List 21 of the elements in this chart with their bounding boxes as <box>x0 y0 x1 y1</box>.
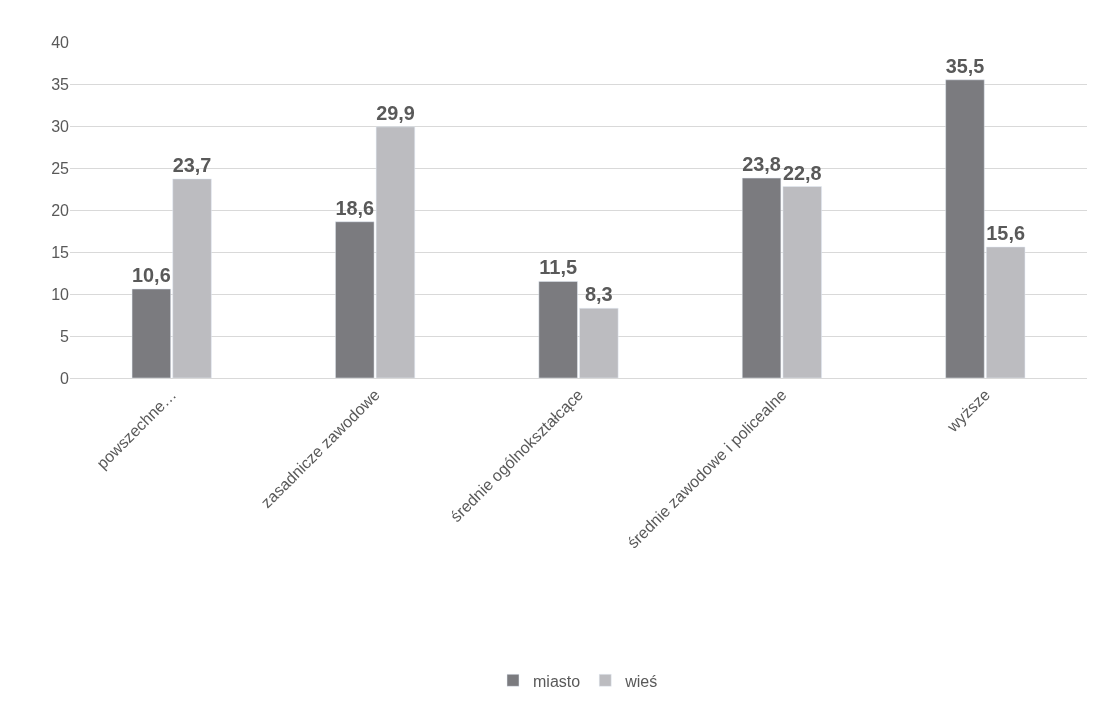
data-label: 23,8 <box>742 153 781 176</box>
data-label: 23,7 <box>172 153 212 176</box>
y-tick-label: 20 <box>51 201 70 219</box>
y-tick-label: 30 <box>51 117 70 135</box>
data-label: 18,6 <box>335 196 375 219</box>
data-label: 11,5 <box>539 256 578 279</box>
legend-label: miasto <box>533 672 581 690</box>
y-tick-label: 15 <box>51 243 70 261</box>
y-tick-label: 10 <box>51 285 70 303</box>
data-label: 10,6 <box>132 263 171 286</box>
data-label: 15,6 <box>986 221 1025 244</box>
data-label: 35,5 <box>945 54 985 77</box>
y-tick-label: 40 <box>51 33 70 51</box>
legend-label: wieś <box>624 672 658 690</box>
data-label: 29,9 <box>376 101 415 124</box>
data-label: 22,8 <box>782 161 822 184</box>
data-label: 8,3 <box>584 283 613 306</box>
y-tick-label: 0 <box>60 369 70 387</box>
y-tick-label: 25 <box>51 159 70 177</box>
y-tick-label: 35 <box>51 75 70 93</box>
y-tick-label: 5 <box>60 327 70 345</box>
